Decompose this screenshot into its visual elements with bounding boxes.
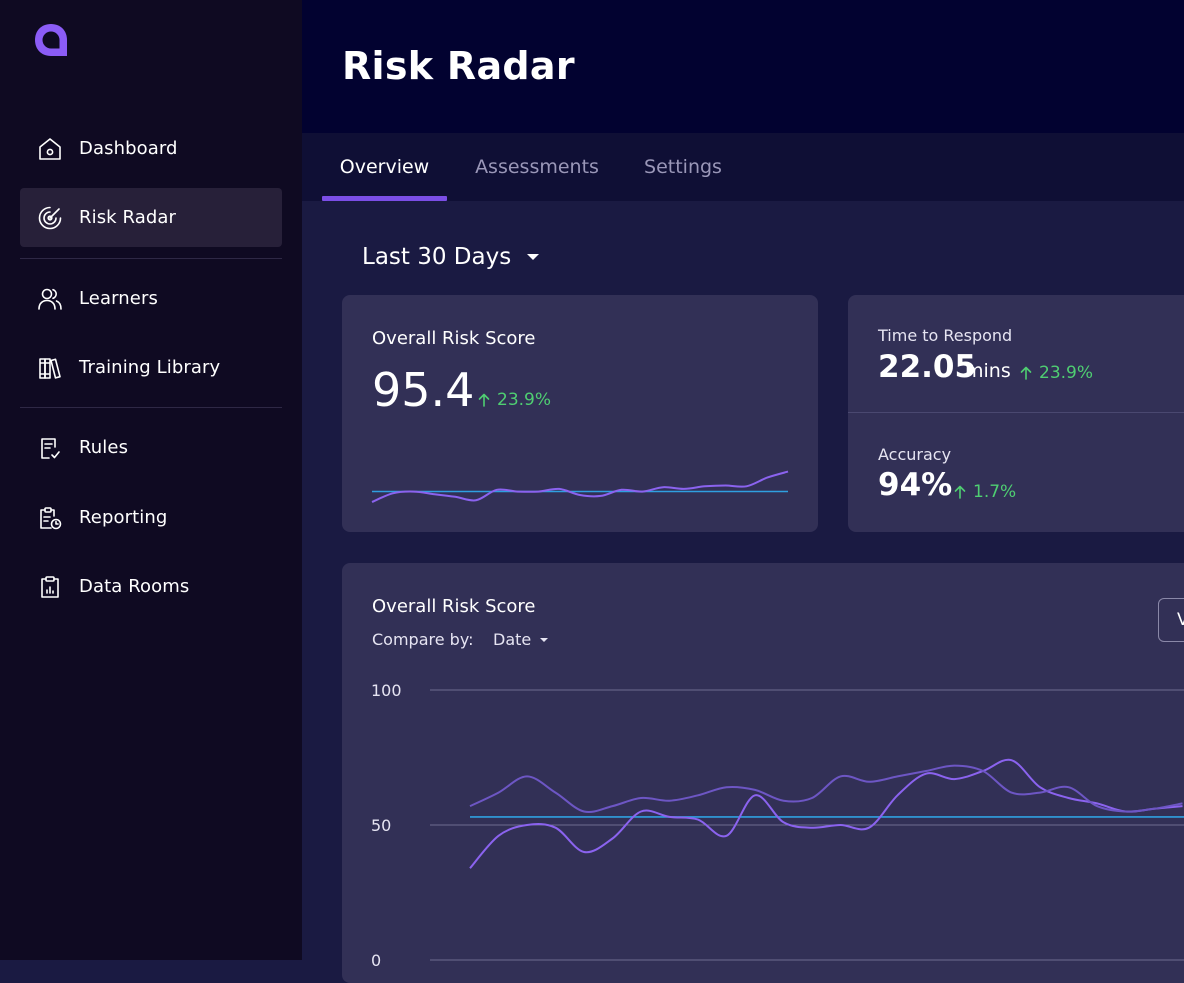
rules-icon — [37, 435, 63, 461]
sidebar-item-label: Learners — [79, 288, 158, 309]
arrow-up-icon — [1020, 366, 1032, 380]
series-line-primary — [469, 758, 1183, 869]
metrics-divider — [848, 412, 1184, 413]
sidebar-item-risk-radar[interactable]: Risk Radar — [20, 188, 282, 247]
users-icon — [37, 286, 63, 312]
risk-score-chart-card: 0 50 100 Overall Risk Score Compare by: Da… — [342, 563, 1184, 983]
date-range-dropdown[interactable]: Last 30 Days — [362, 244, 540, 270]
delta-text: 1.7% — [973, 482, 1017, 502]
sidebar-item-label: Rules — [79, 437, 129, 458]
time-to-respond-delta: 23.9% — [1020, 363, 1093, 383]
arrow-up-icon — [954, 485, 966, 499]
y-tick-label: 0 — [371, 951, 381, 970]
sidebar-item-label: Data Rooms — [79, 576, 190, 597]
sidebar-item-label: Dashboard — [79, 138, 178, 159]
sidebar-item-training-library[interactable]: Training Library — [20, 338, 282, 397]
risk-score-value: 95.4 — [372, 363, 475, 417]
main-area: Risk Radar Overview Assessments Settings… — [302, 0, 1184, 983]
clipboard-chart-icon — [37, 574, 63, 600]
time-to-respond-label: Time to Respond — [878, 326, 1013, 345]
y-tick-label: 50 — [371, 816, 391, 835]
sidebar-item-rules[interactable]: Rules — [20, 418, 282, 477]
sidebar: Dashboard Risk Radar Learners Training L… — [0, 0, 302, 960]
delta-text: 23.9% — [1039, 363, 1094, 383]
time-to-respond-value: 22.05 — [878, 349, 977, 385]
sidebar-item-label: Reporting — [79, 507, 168, 528]
date-range-value: Last 30 Days — [362, 244, 512, 270]
risk-score-card: Overall Risk Score 95.4 23.9% — [342, 295, 818, 532]
chart-card-title: Overall Risk Score — [372, 596, 536, 617]
compare-by-value: Date — [493, 630, 532, 649]
view-button[interactable]: View — [1158, 598, 1184, 642]
sparkline-series — [371, 470, 789, 503]
caret-down-icon — [527, 254, 540, 260]
delta-text: 23.9% — [497, 390, 552, 410]
risk-score-sparkline — [371, 470, 789, 503]
page-title: Risk Radar — [342, 44, 575, 88]
compare-by-label: Compare by: — [372, 630, 474, 649]
time-to-respond-unit: mins — [965, 360, 1011, 382]
series-line-secondary — [469, 764, 1183, 814]
risk-card-title: Overall Risk Score — [372, 328, 536, 349]
risk-score-delta: 23.9% — [478, 390, 551, 410]
sidebar-item-label: Training Library — [79, 357, 221, 378]
active-tab-indicator — [322, 196, 447, 201]
sidebar-item-reporting[interactable]: Reporting — [20, 488, 282, 547]
radar-icon — [37, 205, 63, 231]
tab-overview[interactable]: Overview — [339, 156, 430, 178]
sidebar-item-learners[interactable]: Learners — [20, 269, 282, 328]
accuracy-delta: 1.7% — [954, 482, 1016, 502]
tab-bar: Overview Assessments Settings — [302, 133, 1184, 201]
tab-assessments[interactable]: Assessments — [475, 156, 599, 178]
arrow-up-icon — [478, 393, 490, 407]
sidebar-item-data-rooms[interactable]: Data Rooms — [20, 557, 282, 616]
sidebar-divider — [20, 258, 282, 259]
report-clock-icon — [37, 505, 63, 531]
sidebar-item-label: Risk Radar — [79, 207, 177, 228]
home-icon — [37, 136, 63, 162]
books-icon — [37, 355, 63, 381]
y-tick-label: 100 — [371, 681, 402, 700]
risk-score-chart: 0 50 100 — [371, 681, 1184, 970]
tab-settings[interactable]: Settings — [644, 156, 722, 178]
accuracy-label: Accuracy — [878, 445, 952, 464]
app-logo-icon[interactable] — [33, 22, 69, 58]
caret-down-icon — [540, 637, 549, 642]
page-header: Risk Radar — [302, 0, 1184, 133]
metrics-card: Time to Respond 22.05 mins 23.9% Accurac… — [848, 295, 1184, 532]
accuracy-value: 94% — [878, 467, 953, 503]
sidebar-divider — [20, 407, 282, 408]
sidebar-item-dashboard[interactable]: Dashboard — [20, 119, 282, 178]
compare-by-dropdown[interactable]: Date — [493, 630, 549, 649]
